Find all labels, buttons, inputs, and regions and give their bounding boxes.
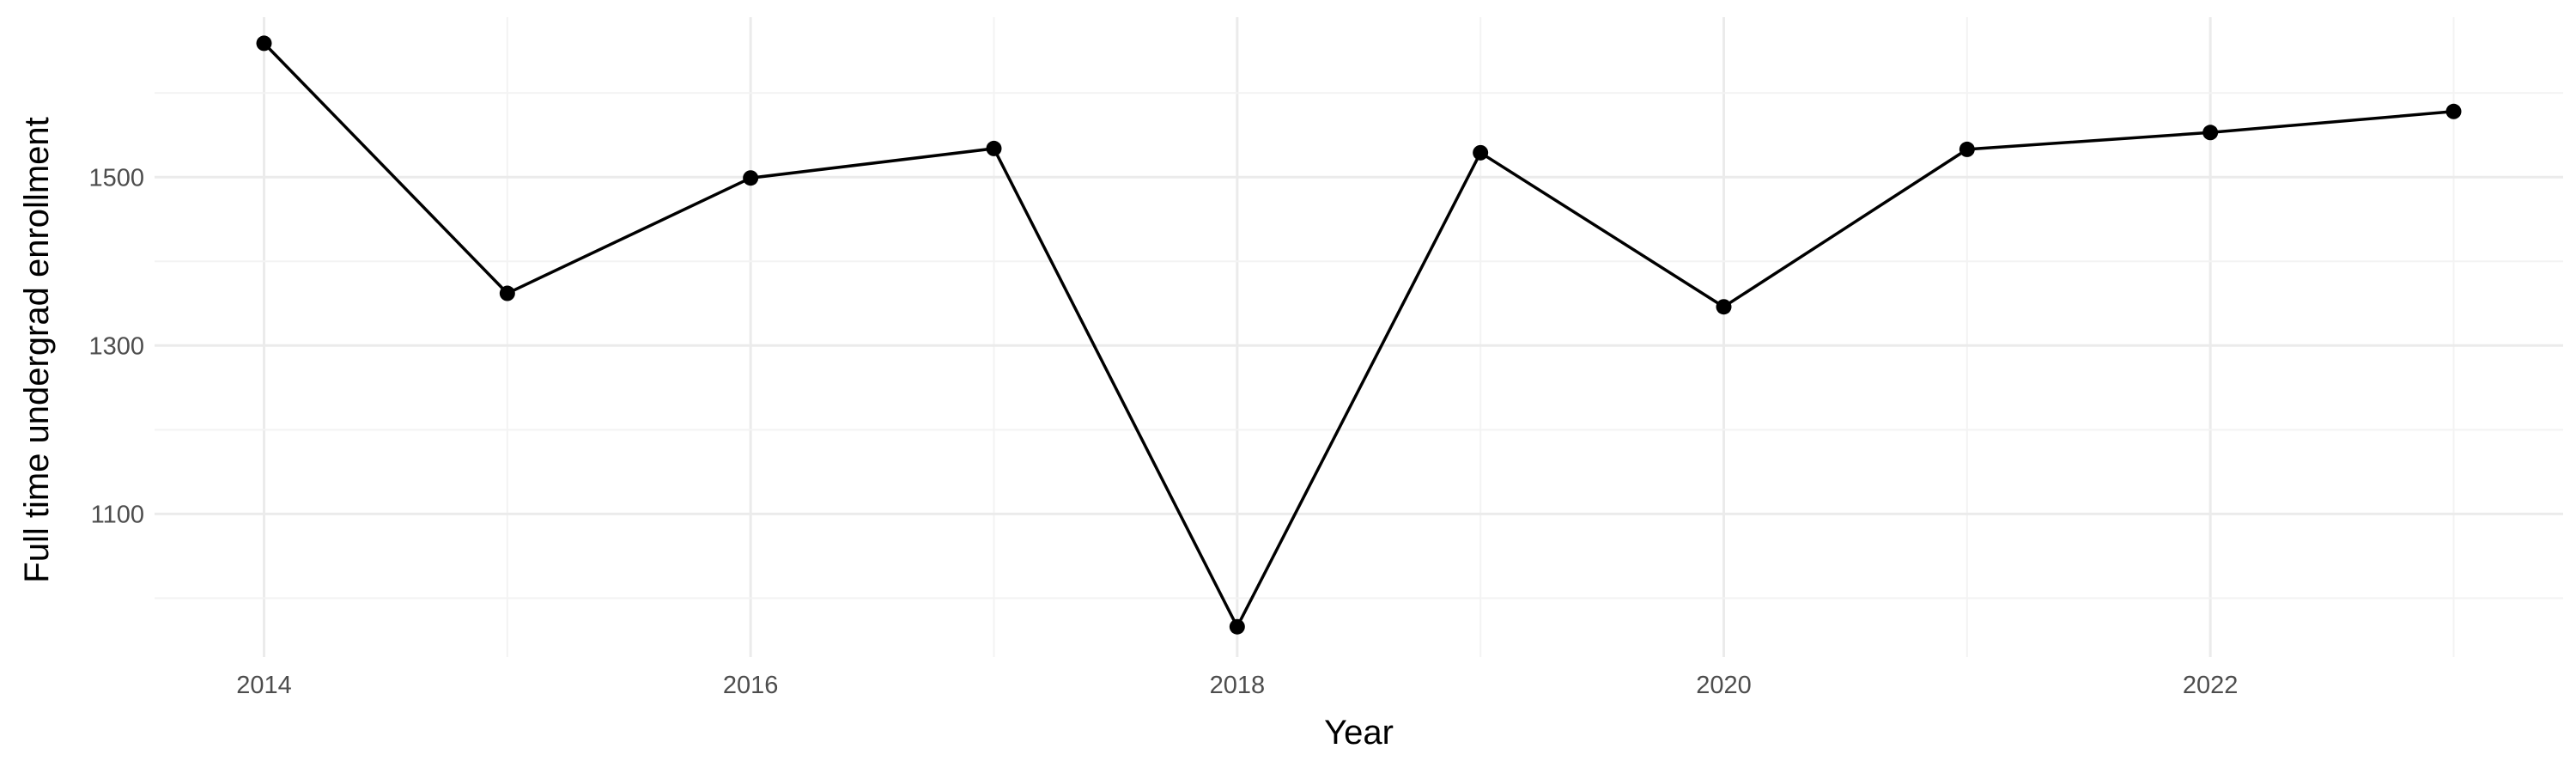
data-point xyxy=(743,170,759,186)
data-point xyxy=(499,285,515,301)
data-point xyxy=(1716,299,1732,315)
x-tick-label: 2014 xyxy=(236,672,292,699)
series xyxy=(256,35,2462,635)
x-axis-ticks: 2014 2016 2018 2020 2022 xyxy=(236,672,2238,699)
data-point xyxy=(2445,103,2462,119)
data-point xyxy=(1229,618,1245,635)
x-tick-label: 2020 xyxy=(1696,672,1752,699)
data-point xyxy=(1959,141,1975,157)
data-point xyxy=(986,140,1002,156)
data-point xyxy=(2202,125,2219,141)
y-tick-label: 1500 xyxy=(88,164,144,192)
y-axis-ticks: 1100 1300 1500 xyxy=(88,164,144,528)
data-point xyxy=(1473,144,1489,161)
x-tick-label: 2016 xyxy=(723,672,779,699)
y-tick-label: 1300 xyxy=(88,332,144,360)
y-tick-label: 1100 xyxy=(91,501,144,528)
x-tick-label: 2018 xyxy=(1210,672,1266,699)
x-axis-title: Year xyxy=(1324,714,1394,752)
series-line xyxy=(263,42,2454,629)
grid xyxy=(155,17,2563,657)
x-tick-label: 2022 xyxy=(2183,672,2239,699)
y-axis-title: Full time undergrad enrollment xyxy=(18,117,56,582)
data-point xyxy=(256,35,272,52)
